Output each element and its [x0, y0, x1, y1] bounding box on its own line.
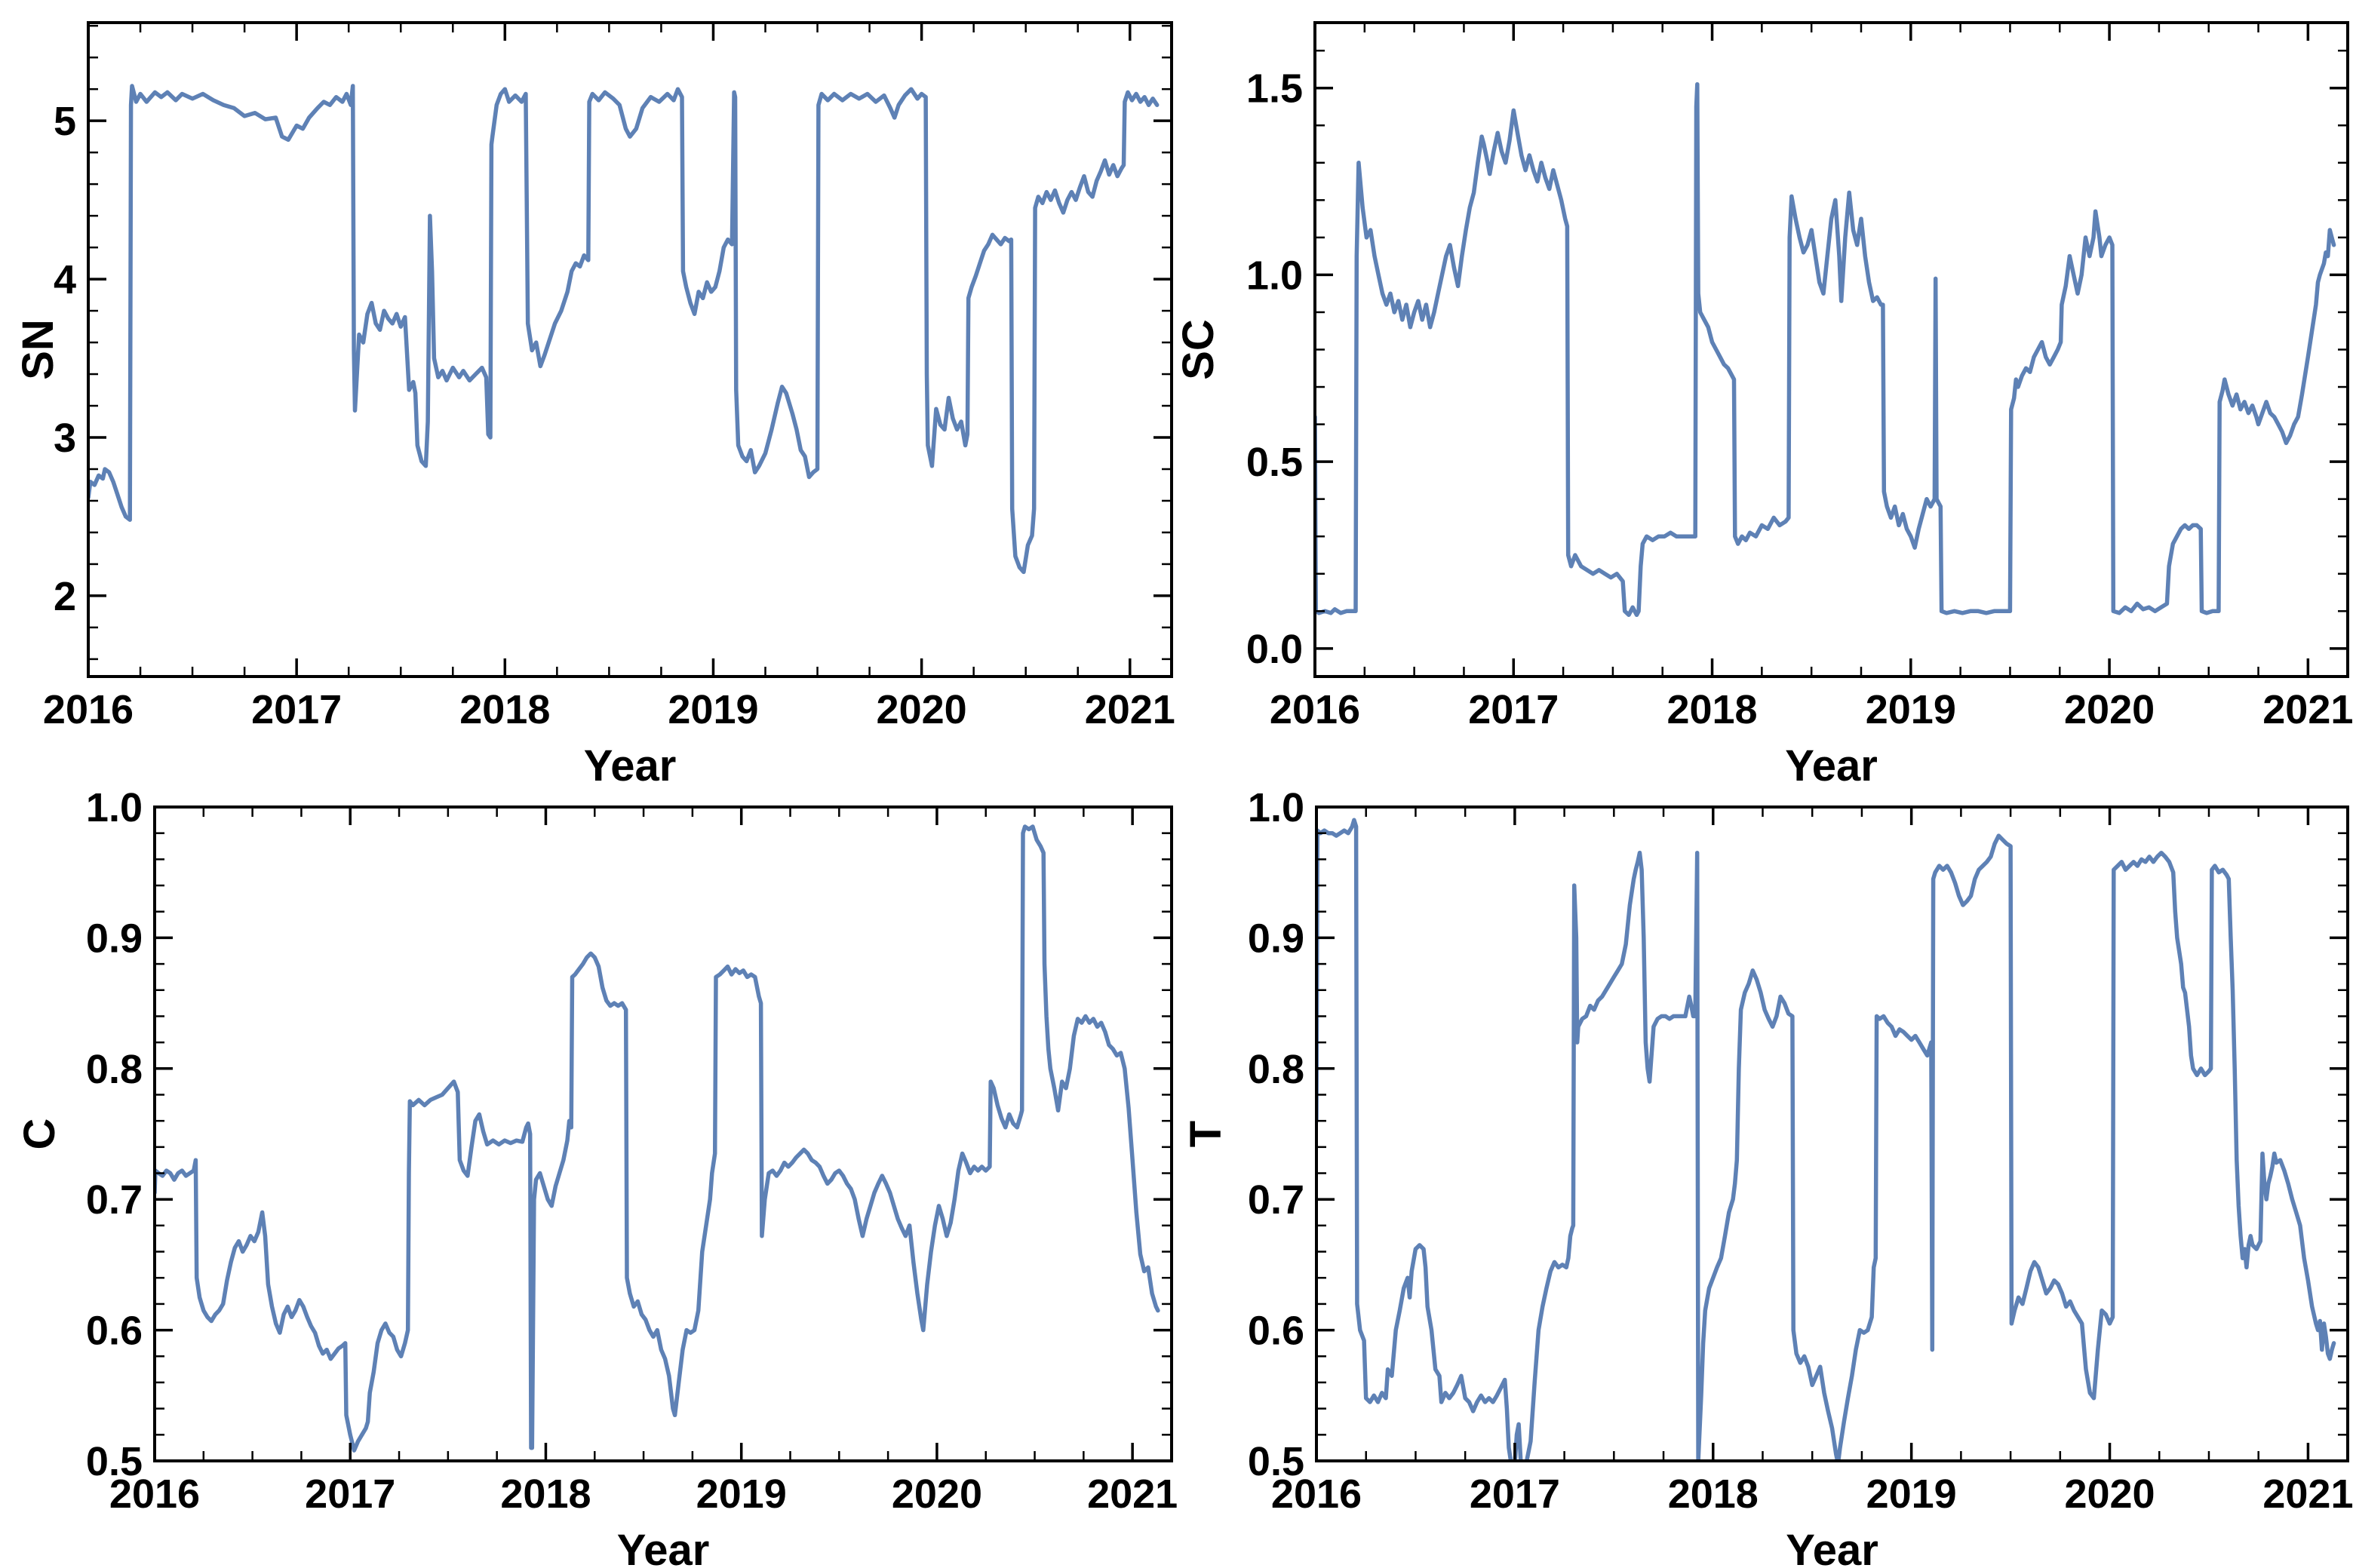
y-tick-label: 0.7: [1248, 1177, 1304, 1223]
chart-panel-sn: 2016 2017 2018 2019 2020 2021 2 3 4 5 Year SN: [0, 0, 1177, 790]
x-axis-label: Year: [584, 741, 677, 784]
y-axis-label: SN: [14, 319, 63, 380]
y-tick-label: 1.0: [86, 785, 143, 830]
x-tick-label: 2019: [696, 1471, 787, 1517]
x-tick-label: 2017: [251, 687, 342, 732]
x-tick-label: 2020: [2064, 687, 2155, 732]
x-tick-label: 2016: [43, 687, 134, 732]
axis-ticks: [1315, 805, 2348, 1462]
y-tick-label: 1.0: [1246, 253, 1303, 298]
y-tick-label: 1.0: [1248, 785, 1304, 830]
y-tick-label: 3: [54, 416, 76, 461]
x-tick-label: 2018: [459, 687, 550, 732]
x-tick-label: 2017: [1468, 687, 1559, 732]
x-tick-label: 2017: [1470, 1471, 1560, 1517]
axis-ticks: [1313, 23, 2348, 677]
x-tick-label: 2021: [2262, 1471, 2353, 1517]
axis-ticks: [153, 805, 1172, 1462]
axis-ticks: [87, 23, 1172, 677]
x-tick-label: 2018: [500, 1471, 591, 1517]
x-axis-label: Year: [1785, 741, 1878, 784]
y-tick-label: 0.6: [86, 1309, 143, 1354]
series-line-sn: [88, 84, 1160, 575]
y-tick-label: 0.8: [86, 1047, 143, 1092]
x-axis-label: Year: [1786, 1526, 1878, 1568]
x-tick-label: 2018: [1668, 1471, 1759, 1517]
y-tick-label: 0.9: [86, 916, 143, 961]
x-tick-label: 2017: [305, 1471, 395, 1517]
y-tick-label: 0.5: [1248, 1439, 1304, 1484]
plot-frame: [87, 21, 1173, 678]
chart-svg-sc: 2016 2017 2018 2019 2020 2021 0.0 0.5 1.0 1.5 Year…: [1174, 0, 2353, 790]
x-tick-label: 2021: [2262, 687, 2353, 732]
chart-panel-c: 2016 2017 2018 2019 2020 2021 0.5 0.6 0.7 0.8 0.9 1…: [0, 784, 1178, 1568]
y-axis-label: C: [15, 1118, 64, 1150]
chart-panel-sc: 2016 2017 2018 2019 2020 2021 0.0 0.5 1.0 1.5 Year…: [1174, 0, 2353, 790]
axis-tick-labels: 2016 2017 2018 2019 2020 2021 0.5 0.6 0.7 0.8 0.9 1…: [1248, 785, 2353, 1517]
x-tick-label: 2020: [892, 1471, 982, 1517]
y-tick-label: 0.9: [1248, 916, 1304, 961]
x-tick-label: 2016: [1271, 1471, 1362, 1517]
x-tick-label: 2019: [668, 687, 758, 732]
x-tick-label: 2021: [1087, 1471, 1177, 1517]
y-tick-label: 0.8: [1248, 1047, 1304, 1092]
x-tick-label: 2016: [109, 1471, 200, 1517]
chart-panel-t: 2016 2017 2018 2019 2020 2021 0.5 0.6 0.7 0.8 0.9 1…: [1177, 784, 2353, 1568]
series-line-t: [1316, 818, 2336, 1461]
x-tick-label: 2016: [1270, 687, 1360, 732]
y-tick-label: 4: [54, 257, 76, 302]
x-tick-label: 2020: [877, 687, 967, 732]
y-tick-label: 0.5: [1246, 440, 1303, 485]
y-tick-label: 2: [54, 574, 76, 619]
chart-svg-sn: 2016 2017 2018 2019 2020 2021 2 3 4 5 Year SN: [0, 0, 1177, 790]
y-tick-label: 5: [54, 99, 76, 144]
y-axis-label: T: [1181, 1121, 1230, 1147]
chart-svg-t: 2016 2017 2018 2019 2020 2021 0.5 0.6 0.7 0.8 0.9 1…: [1177, 784, 2353, 1568]
x-axis-label: Year: [617, 1526, 710, 1568]
y-tick-label: 0.6: [1248, 1309, 1304, 1354]
x-tick-label: 2019: [1866, 1471, 1957, 1517]
plot-frame: [1315, 805, 2349, 1462]
series-line-sc: [1315, 81, 2336, 618]
y-tick-label: 0.0: [1246, 627, 1303, 672]
axis-tick-labels: 2016 2017 2018 2019 2020 2021 0.0 0.5 1.0 1.5: [1246, 66, 2353, 732]
axis-tick-labels: 2016 2017 2018 2019 2020 2021 2 3 4 5: [43, 99, 1175, 732]
y-tick-label: 1.5: [1246, 66, 1303, 112]
x-tick-label: 2020: [2064, 1471, 2155, 1517]
x-tick-label: 2021: [1085, 687, 1175, 732]
chart-svg-c: 2016 2017 2018 2019 2020 2021 0.5 0.6 0.7 0.8 0.9 1…: [0, 784, 1178, 1568]
plot-frame: [153, 805, 1173, 1462]
y-axis-label: SC: [1177, 319, 1223, 380]
x-tick-label: 2019: [1866, 687, 1956, 732]
y-tick-label: 0.5: [86, 1439, 143, 1484]
y-tick-label: 0.7: [86, 1177, 143, 1223]
axis-tick-labels: 2016 2017 2018 2019 2020 2021 0.5 0.6 0.7 0.8 0.9 1…: [86, 785, 1178, 1517]
series-line-c: [155, 824, 1160, 1453]
x-tick-label: 2018: [1666, 687, 1757, 732]
